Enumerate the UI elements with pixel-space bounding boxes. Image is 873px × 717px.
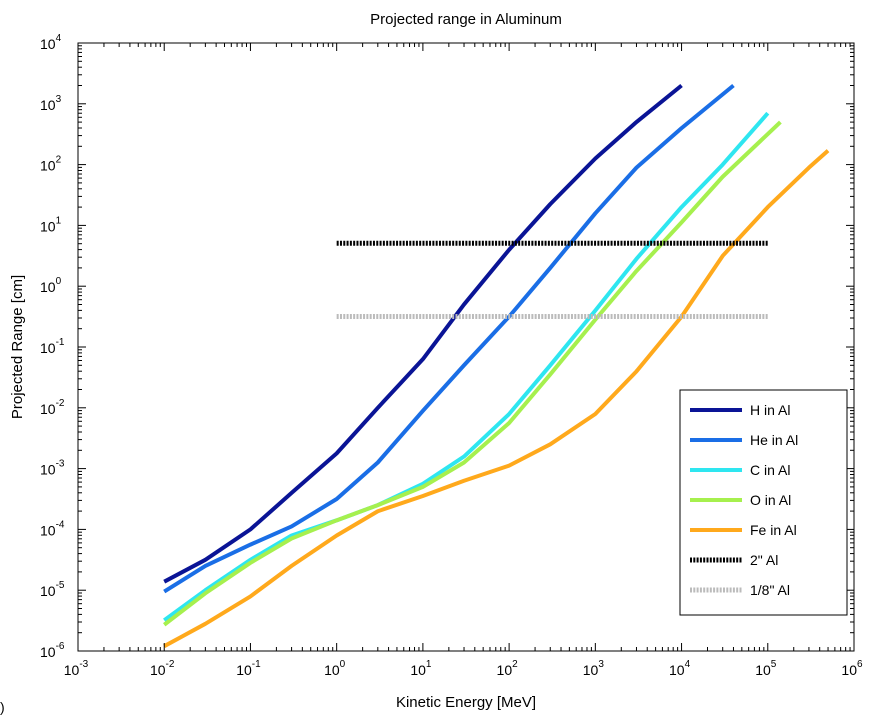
x-tick-label: 103 xyxy=(583,659,605,678)
y-tick-label: 104 xyxy=(40,33,62,52)
x-tick-label: 102 xyxy=(497,659,519,678)
legend-label-h-in-al: H in Al xyxy=(750,402,790,418)
x-tick-label: 106 xyxy=(841,659,863,678)
corner-label: ) xyxy=(0,699,5,715)
series-line-c-in-al xyxy=(163,111,770,622)
legend-label-1-8-al: 1/8" Al xyxy=(750,582,790,598)
series-line-he-in-al xyxy=(163,83,735,594)
x-tick-label: 10-2 xyxy=(150,659,175,678)
legend-box xyxy=(679,389,848,616)
legend: H in Al He in Al C in Al O in Al Fe in Al 2" … xyxy=(679,389,848,616)
y-tick-label: 10-3 xyxy=(40,459,65,478)
y-tick-label: 100 xyxy=(40,276,62,295)
series-line-h-in-al xyxy=(163,83,683,584)
x-tick-label: 10-1 xyxy=(236,659,261,678)
series-line-o-in-al xyxy=(163,120,782,627)
y-tick-label: 101 xyxy=(40,215,62,234)
x-axis-title: Kinetic Energy [MeV] xyxy=(396,694,536,711)
y-tick-label: 10-1 xyxy=(40,337,65,356)
x-tick-label: 100 xyxy=(324,659,346,678)
x-tick-label: 10-3 xyxy=(64,659,89,678)
y-axis-title: Projected Range [cm] xyxy=(9,275,26,419)
y-tick-label: 103 xyxy=(40,94,62,113)
y-tick-label: 10-6 xyxy=(40,641,65,660)
series-line-fe-in-al xyxy=(163,149,830,648)
legend-label-fe-in-al: Fe in Al xyxy=(750,522,797,538)
chart-title: Projected range in Aluminum xyxy=(370,11,562,28)
y-tick-label: 10-2 xyxy=(40,398,65,417)
x-tick-label: 105 xyxy=(755,659,777,678)
x-tick-label: 101 xyxy=(410,659,432,678)
series-layer xyxy=(163,83,830,648)
x-tick-label: 104 xyxy=(669,659,691,678)
legend-label-2-al: 2" Al xyxy=(750,552,778,568)
y-tick-label: 10-5 xyxy=(40,580,65,599)
legend-label-he-in-al: He in Al xyxy=(750,432,798,448)
y-tick-label: 102 xyxy=(40,155,62,174)
y-tick-label: 10-4 xyxy=(40,519,65,538)
legend-label-o-in-al: O in Al xyxy=(750,492,791,508)
legend-label-c-in-al: C in Al xyxy=(750,462,790,478)
